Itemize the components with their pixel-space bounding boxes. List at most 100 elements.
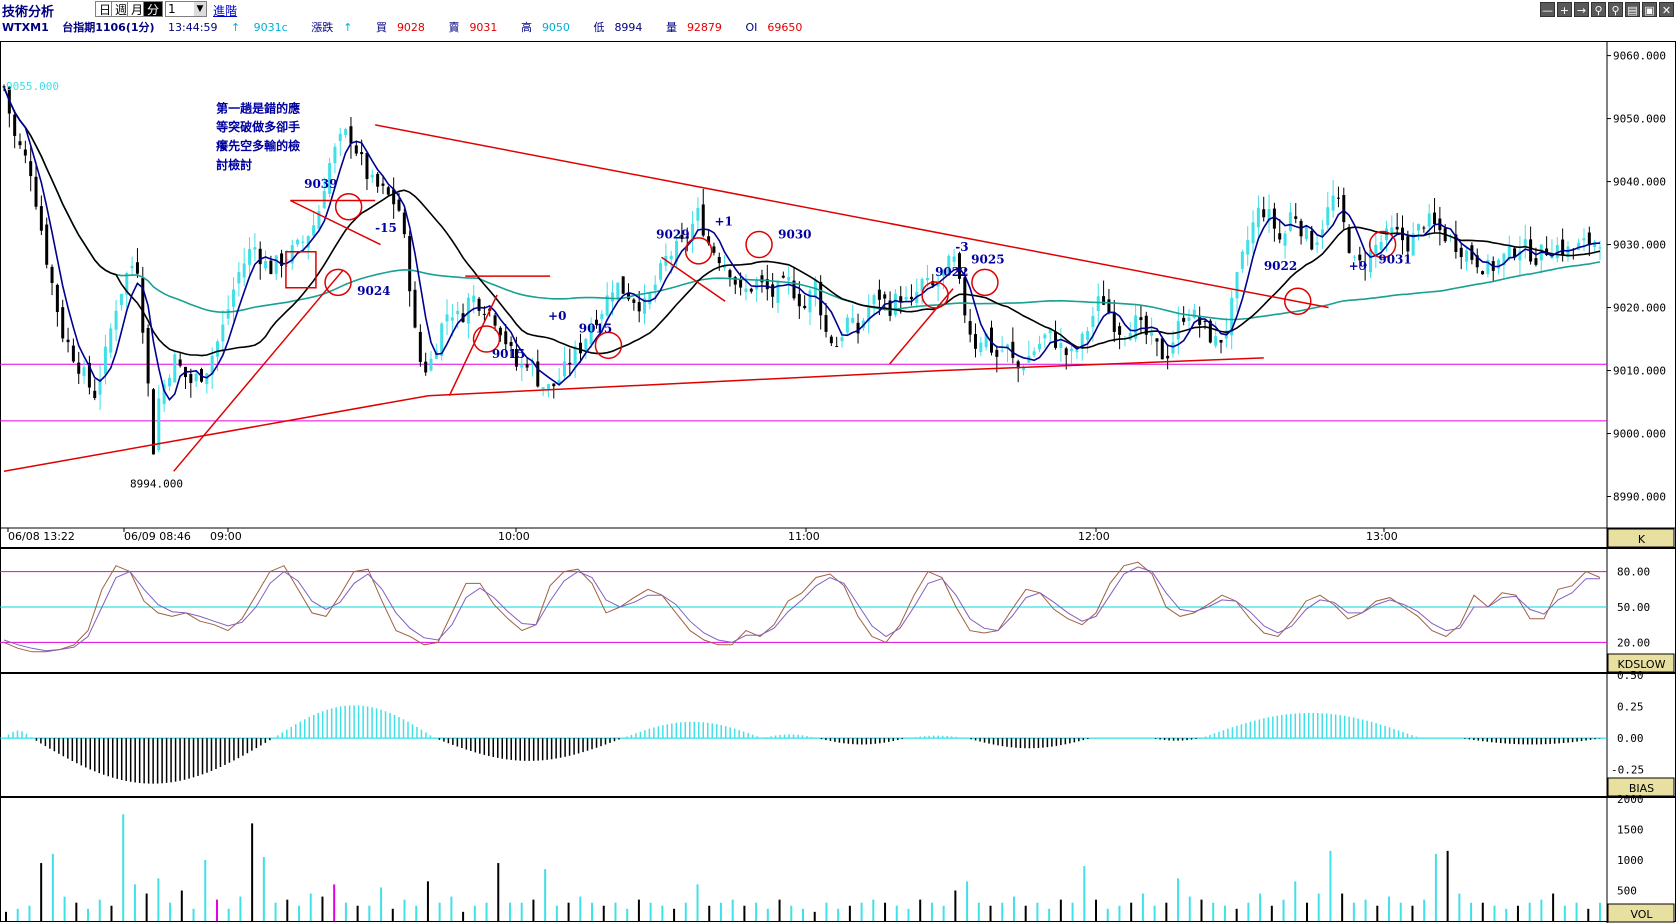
candle-up <box>776 281 780 303</box>
annotation-text: -15 <box>375 221 397 235</box>
candle-up <box>1171 342 1175 354</box>
candle-up <box>1507 244 1511 258</box>
candle-down <box>578 342 582 354</box>
candle-up <box>1593 241 1597 248</box>
candle-down <box>498 327 502 336</box>
annotation-text: 9022 <box>935 265 968 279</box>
x-tick-label: 13:00 <box>1366 530 1398 543</box>
candle-up <box>616 282 620 299</box>
annotation-text: 9015 <box>492 347 525 361</box>
vol-tick-label: 500 <box>1617 885 1637 898</box>
candle-up <box>1187 317 1191 321</box>
candle-down <box>77 362 81 374</box>
print-icon[interactable]: ▣ <box>1642 2 1657 17</box>
min-marker: 8994.000 <box>130 477 183 490</box>
candle-up <box>312 225 316 236</box>
window-buttons: — + → ⚲ ⚲ ▤ ▣ ✕ <box>1540 2 1674 17</box>
candle-up <box>675 240 679 263</box>
candle-down <box>1118 326 1122 335</box>
trend-line <box>661 256 726 302</box>
candle-down <box>1102 296 1106 305</box>
candle-up <box>338 133 342 142</box>
candle-down <box>1395 226 1399 230</box>
candle-up <box>920 278 924 292</box>
candle-up <box>925 277 929 281</box>
plus-icon[interactable]: + <box>1557 2 1572 17</box>
candle-up <box>1038 343 1042 350</box>
candle-up <box>723 265 727 269</box>
panel-label-box <box>1607 528 1675 548</box>
candle-up <box>167 377 171 387</box>
candle-up <box>530 360 534 366</box>
settings-icon[interactable]: ▤ <box>1625 2 1640 17</box>
candle-up <box>546 384 550 390</box>
candle-down <box>504 331 508 345</box>
candle-down <box>733 277 737 285</box>
candle-down <box>728 270 732 278</box>
candle-up <box>1059 342 1063 348</box>
candle-down <box>1336 197 1340 199</box>
candle-down <box>963 277 967 316</box>
candle-down <box>1422 227 1426 229</box>
candle-up <box>264 261 268 269</box>
candle-down <box>525 364 529 368</box>
zoom-out-icon[interactable]: ⚲ <box>1608 2 1623 17</box>
candle-up <box>445 314 449 322</box>
minus-icon[interactable]: — <box>1540 2 1555 17</box>
candle-up <box>285 259 289 261</box>
candle-down <box>13 114 17 136</box>
period-tab-minute[interactable]: 分 <box>143 1 164 17</box>
close-icon[interactable]: ✕ <box>1659 2 1674 17</box>
volume-label: 量 <box>665 21 677 34</box>
candle-down <box>477 298 481 311</box>
candle-up <box>979 342 983 353</box>
candle-up <box>562 361 566 377</box>
arrow-icon[interactable]: → <box>1574 2 1589 17</box>
candle-up <box>317 211 321 229</box>
candle-up <box>98 378 102 395</box>
candle-up <box>557 380 561 384</box>
annotation-text: 討檢討 <box>216 157 252 172</box>
candle-up <box>1577 242 1581 250</box>
zoom-in-icon[interactable]: ⚲ <box>1591 2 1606 17</box>
candle-down <box>151 389 155 455</box>
candle-down <box>189 374 193 384</box>
chevron-down-icon[interactable]: ▼ <box>194 2 206 16</box>
candle-up <box>344 129 348 135</box>
candle-down <box>386 187 390 195</box>
candle-down <box>18 141 22 146</box>
last-arrow: ↑ <box>230 21 241 34</box>
candle-up <box>952 256 956 262</box>
advanced-link[interactable]: 進階 <box>213 4 238 18</box>
trend-line <box>888 288 954 365</box>
candle-down <box>1203 321 1207 323</box>
annotation-text: +1 <box>715 215 733 229</box>
candle-up <box>242 263 246 278</box>
candle-up <box>1256 207 1260 228</box>
candle-down <box>493 315 497 326</box>
kd-k-line <box>3 561 1601 653</box>
candle-up <box>1006 344 1010 349</box>
candle-up <box>82 367 86 376</box>
candle-up <box>1192 309 1196 318</box>
candle-down <box>931 281 935 286</box>
candle-down <box>1112 312 1116 332</box>
candle-down <box>1272 208 1276 229</box>
candle-up <box>162 384 166 405</box>
annotation-text: 9024 <box>357 284 390 298</box>
candle-up <box>755 280 759 290</box>
oi-label: OI <box>745 21 758 34</box>
annotation-text: +0 <box>548 309 566 323</box>
vol-tick-label: 1500 <box>1617 824 1644 837</box>
candle-down <box>712 246 716 253</box>
candle-down <box>269 260 273 275</box>
period-select[interactable]: 1 ▼ <box>165 1 207 17</box>
candle-up <box>1091 315 1095 328</box>
candle-up <box>669 255 673 260</box>
candle-up <box>1230 297 1234 336</box>
candle-up <box>867 306 871 322</box>
candle-down <box>146 328 150 384</box>
candle-up <box>1320 229 1324 237</box>
y-tick-label: 9060.000 <box>1613 50 1666 63</box>
